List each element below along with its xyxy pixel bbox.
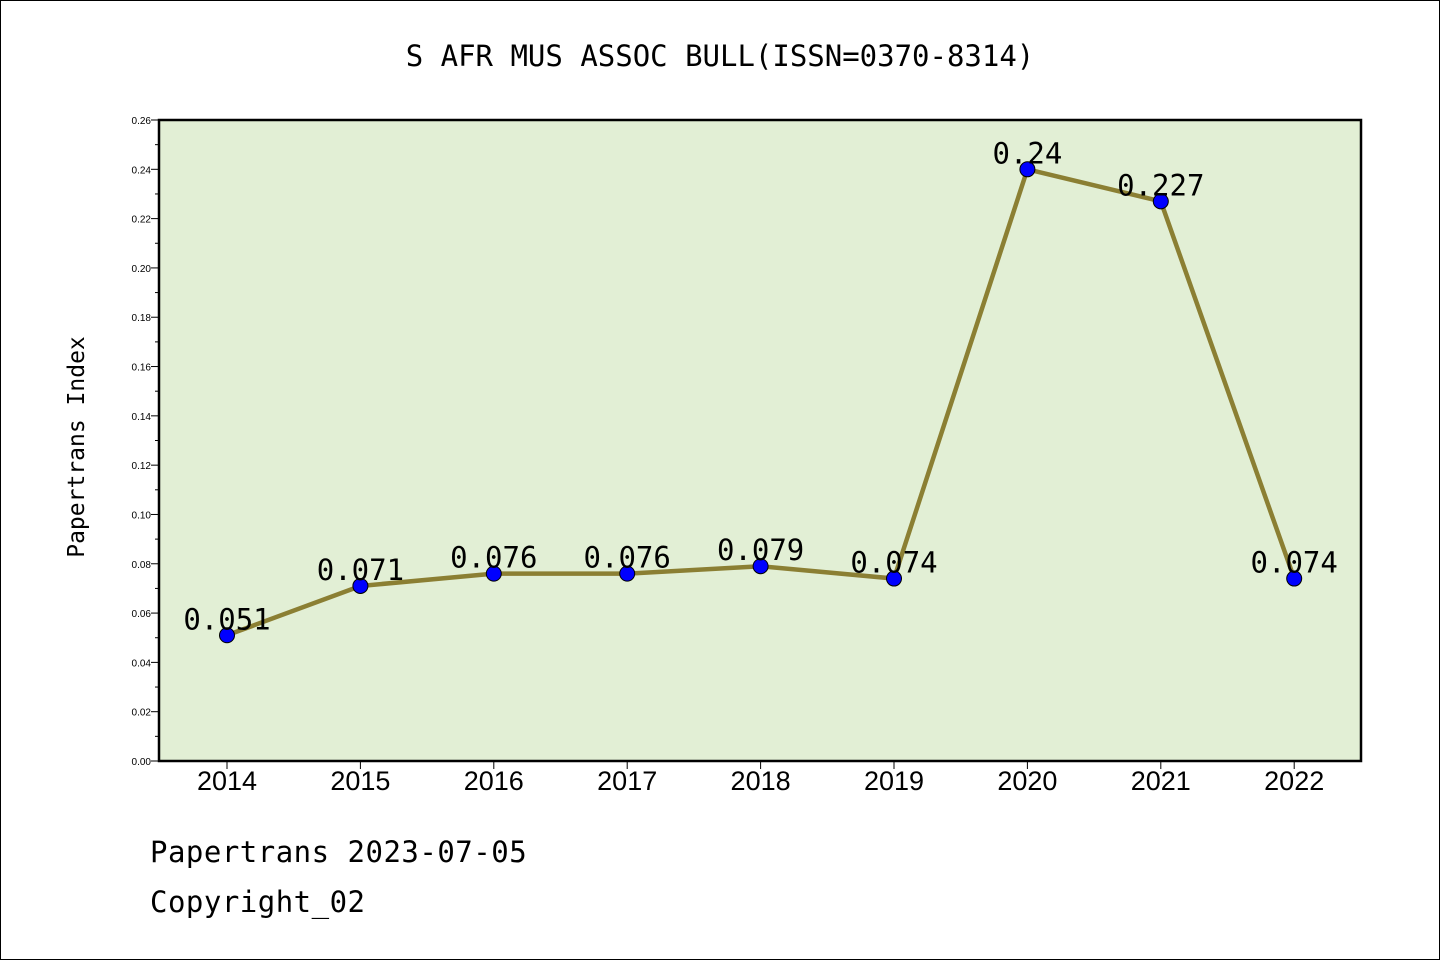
data-label: 0.079 xyxy=(717,533,804,567)
data-point xyxy=(219,627,235,644)
y-axis: 0.00 0.02 0.04 0.06 0.08 0.10 0.12 0.14 0.16 0.18… xyxy=(132,116,159,768)
data-label: 0.076 xyxy=(450,541,537,575)
plot-area xyxy=(157,118,1363,763)
series-layer xyxy=(219,161,1303,644)
y-tick-label: 0.12 xyxy=(132,461,152,472)
data-point xyxy=(1019,161,1036,178)
x-tick-label: 2014 xyxy=(197,766,257,796)
data-label: 0.227 xyxy=(1117,168,1204,202)
y-tick-label: 0.04 xyxy=(132,658,152,669)
footer-copyright: Copyright_02 xyxy=(150,885,366,919)
x-axis: 2014 2015 2016 2017 2018 2019 2020 2021 2022 xyxy=(197,761,1324,796)
footer-date: Papertrans 2023-07-05 xyxy=(150,835,528,869)
data-label: 0.071 xyxy=(317,553,404,587)
y-tick-label: 0.22 xyxy=(132,215,152,226)
data-labels: 0.051 0.071 0.076 0.076 0.079 0.074 0.24 0.227 0… xyxy=(183,136,1338,636)
x-tick-label: 2016 xyxy=(464,766,524,796)
y-tick-label: 0.16 xyxy=(132,363,152,374)
data-point xyxy=(1152,193,1169,210)
data-label: 0.074 xyxy=(1251,546,1338,580)
y-tick-label: 0.10 xyxy=(132,510,152,521)
x-tick-label: 2017 xyxy=(597,766,657,796)
y-tick-label: 0.20 xyxy=(132,264,152,275)
y-axis-label: Papertrans Index xyxy=(64,336,90,558)
x-tick-label: 2018 xyxy=(731,766,791,796)
y-tick-label: 0.18 xyxy=(132,313,152,324)
data-point xyxy=(352,577,369,594)
x-tick-label: 2021 xyxy=(1131,766,1191,796)
data-point xyxy=(485,565,502,582)
data-label: 0.074 xyxy=(850,546,937,580)
chart-title: S AFR MUS ASSOC BULL(ISSN=0370-8314) xyxy=(406,39,1035,73)
y-tick-label: 0.08 xyxy=(132,560,152,571)
y-tick-label: 0.14 xyxy=(132,412,152,423)
x-tick-label: 2015 xyxy=(330,766,390,796)
y-tick-label: 0.02 xyxy=(132,708,152,719)
data-label: 0.051 xyxy=(183,602,270,636)
x-tick-label: 2020 xyxy=(997,766,1057,796)
data-label: 0.076 xyxy=(584,541,671,575)
data-point xyxy=(752,558,769,575)
data-point xyxy=(1286,570,1303,587)
x-tick-label: 2022 xyxy=(1264,766,1324,796)
y-tick-label: 0.26 xyxy=(132,116,152,127)
data-point xyxy=(886,570,902,587)
y-tick-label: 0.00 xyxy=(132,757,152,768)
data-label: 0.24 xyxy=(992,136,1062,170)
x-tick-label: 2019 xyxy=(864,766,924,796)
y-tick-label: 0.24 xyxy=(132,165,152,176)
y-tick-label: 0.06 xyxy=(132,609,152,620)
data-point xyxy=(619,565,636,582)
